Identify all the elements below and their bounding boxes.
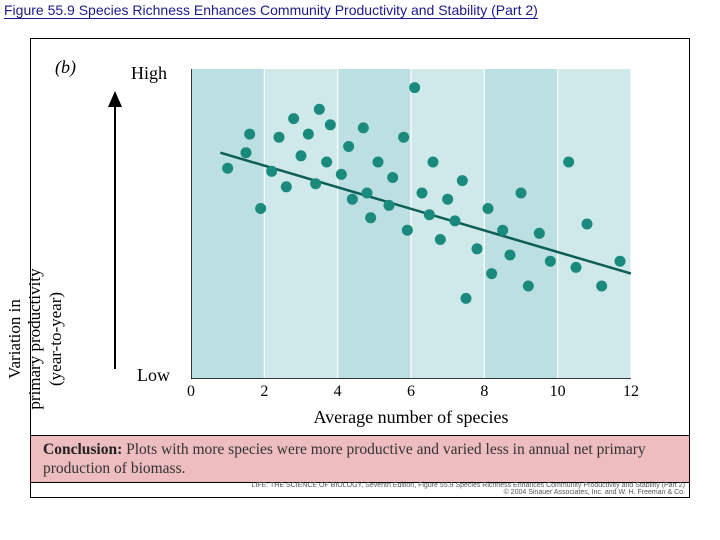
conclusion-body: Plots with more species were more produc… xyxy=(43,441,646,477)
conclusion-box: Conclusion: Plots with more species were… xyxy=(31,435,689,483)
y-axis-label: Variation in primary productivity (year-… xyxy=(5,239,66,439)
x-axis-ticks: 024681012 xyxy=(191,383,631,403)
scatter-plot xyxy=(191,69,631,379)
x-tick-label: 0 xyxy=(187,383,195,401)
panel-label: (b) xyxy=(55,57,76,78)
y-axis-low-label: Low xyxy=(137,365,170,386)
x-tick-label: 6 xyxy=(407,383,415,401)
copyright-line-2: © 2004 Sinauer Associates, Inc. and W. H… xyxy=(251,489,685,497)
x-tick-label: 4 xyxy=(334,383,342,401)
slide-title: Figure 55.9 Species Richness Enhances Co… xyxy=(4,2,538,19)
x-tick-label: 10 xyxy=(550,383,566,401)
figure-frame: (b) High Low Variation in primary produc… xyxy=(30,38,690,498)
x-axis-label: Average number of species xyxy=(191,407,631,428)
x-tick-label: 8 xyxy=(480,383,488,401)
conclusion-text: Conclusion: Plots with more species were… xyxy=(43,440,677,479)
copyright-text: LIFE: THE SCIENCE OF BIOLOGY, Seventh Ed… xyxy=(251,482,685,497)
y-axis-arrow-icon xyxy=(105,91,125,371)
conclusion-label: Conclusion: xyxy=(43,441,122,458)
y-axis-high-label: High xyxy=(131,63,167,84)
plot-area xyxy=(191,69,631,379)
slide-title-bar: Figure 55.9 Species Richness Enhances Co… xyxy=(0,0,720,22)
x-tick-label: 2 xyxy=(260,383,268,401)
x-tick-label: 12 xyxy=(623,383,639,401)
